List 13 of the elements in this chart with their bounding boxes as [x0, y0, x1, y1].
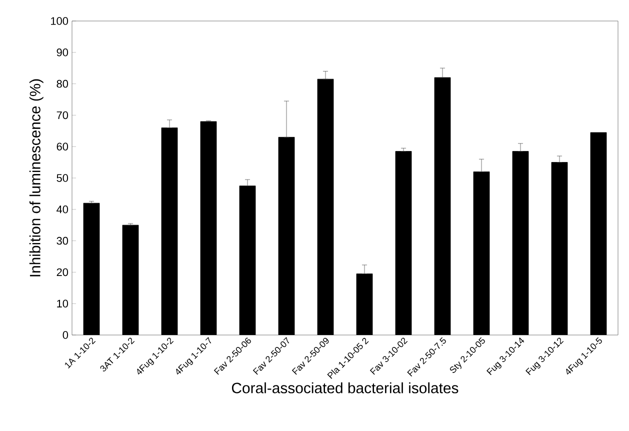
y-tick-label: 40	[56, 206, 68, 214]
y-tick-label: 90	[56, 48, 68, 56]
y-tick-label: 60	[56, 142, 68, 150]
y-tick-label: 10	[57, 300, 68, 308]
y-tick-label: 70	[56, 111, 68, 120]
y-tick-label: 30	[56, 236, 68, 245]
y-tick-label: 80	[56, 80, 68, 88]
y-tick-label: 100	[51, 17, 68, 25]
y-tick-label: 50	[56, 174, 68, 182]
x-axis-title: Coral-associated bacterial isolates	[232, 382, 458, 394]
y-tick-label: 0	[62, 331, 68, 339]
y-axis-title: Inhibition of luminescence (%)	[29, 79, 44, 276]
y-tick-label: 20	[56, 268, 68, 276]
